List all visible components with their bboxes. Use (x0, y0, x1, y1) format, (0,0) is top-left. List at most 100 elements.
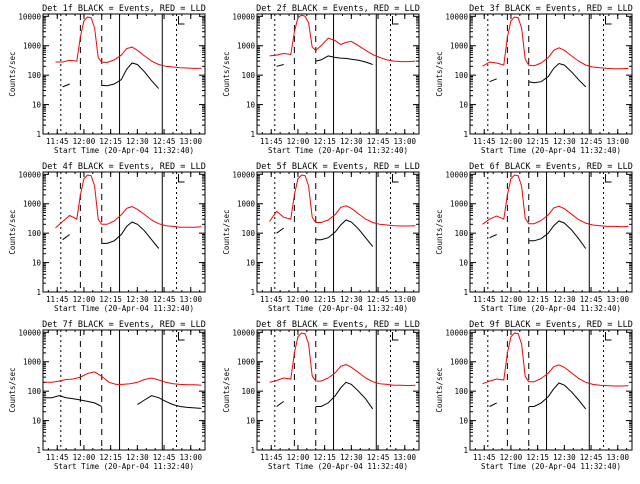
y-tick-label: 10000 (232, 328, 255, 337)
bracket-marker (605, 16, 612, 25)
y-tick-label: 100 (454, 229, 468, 238)
y-tick-label: 1000 (450, 200, 469, 209)
x-tick-label: 12:45 (580, 453, 603, 462)
series-line-events (44, 395, 202, 409)
x-tick-label: 12:45 (367, 137, 390, 146)
panel-det-6: Det 6f BLACK = Events, RED = LLD 1 10 100 10… (435, 162, 633, 313)
y-tick-label: 10 (246, 101, 256, 110)
plot-frame (469, 13, 633, 135)
y-tick-label: 1000 (237, 200, 256, 209)
x-axis-label: Start Time (20-Apr-04 11:32:40) (481, 462, 621, 471)
x-axis-label: Start Time (20-Apr-04 11:32:40) (54, 462, 194, 471)
x-tick-label: 12:30 (340, 453, 363, 462)
chart-title: Det 6f BLACK = Events, RED = LLD (469, 162, 633, 172)
y-tick-label: 1 (36, 130, 41, 139)
x-tick-label: 12:15 (313, 295, 336, 304)
y-tick-label: 1 (250, 130, 255, 139)
x-tick-label: 11:45 (46, 295, 69, 304)
bracket-marker (392, 174, 399, 183)
y-tick-label: 1000 (450, 358, 469, 367)
y-tick-label: 100 (241, 387, 255, 396)
y-tick-label: 1000 (450, 42, 469, 51)
y-tick-label: 1 (36, 446, 41, 455)
x-tick-label: 12:00 (73, 295, 96, 304)
plot-frame (42, 13, 206, 135)
y-axis-label: Counts/sec (435, 51, 444, 96)
x-tick-label: 11:45 (473, 453, 496, 462)
plot-frame (42, 329, 206, 451)
panel-det-5: Det 5f BLACK = Events, RED = LLD 1 10 100 10… (222, 162, 420, 313)
panel-det-8: Det 8f BLACK = Events, RED = LLD 1 10 100 10… (222, 320, 420, 471)
x-tick-label: 12:45 (367, 453, 390, 462)
x-tick-label: 11:45 (260, 453, 283, 462)
series-line-events (62, 221, 160, 249)
y-tick-label: 10 (32, 101, 42, 110)
panel-det-1: Det 1f BLACK = Events, RED = LLD 1 10 100 10… (8, 4, 206, 155)
y-tick-label: 1 (463, 288, 468, 297)
plot-frame (469, 171, 633, 293)
panel-det-4: Det 4f BLACK = Events, RED = LLD 1 10 100 10… (8, 162, 206, 313)
y-tick-label: 100 (27, 71, 41, 80)
y-axis-label: Counts/sec (8, 51, 17, 96)
bracket-marker (392, 16, 399, 25)
bracket-marker (392, 332, 399, 341)
y-tick-label: 100 (454, 387, 468, 396)
y-axis-label: Counts/sec (222, 367, 231, 412)
series-line-events (276, 381, 374, 410)
x-tick-label: 13:00 (393, 137, 416, 146)
x-tick-label: 12:30 (340, 137, 363, 146)
bracket-marker (605, 174, 612, 183)
x-tick-label: 12:15 (313, 137, 336, 146)
x-tick-label: 12:00 (287, 453, 310, 462)
series-line-lld (269, 174, 416, 227)
x-tick-label: 13:00 (606, 295, 629, 304)
y-tick-label: 1 (463, 130, 468, 139)
x-axis-label: Start Time (20-Apr-04 11:32:40) (481, 146, 621, 155)
x-tick-label: 12:30 (126, 137, 149, 146)
y-tick-label: 10000 (232, 12, 255, 21)
y-tick-label: 10 (32, 417, 42, 426)
x-tick-label: 12:45 (367, 295, 390, 304)
y-tick-label: 1 (463, 446, 468, 455)
x-tick-label: 12:15 (99, 295, 122, 304)
x-tick-label: 12:45 (153, 295, 176, 304)
x-tick-label: 12:30 (340, 295, 363, 304)
plot-frame (469, 329, 633, 451)
y-tick-label: 1000 (23, 358, 42, 367)
x-tick-label: 12:00 (500, 453, 523, 462)
y-tick-label: 10 (459, 417, 469, 426)
x-tick-label: 11:45 (46, 137, 69, 146)
series-line-lld (482, 16, 629, 70)
x-tick-label: 12:45 (153, 453, 176, 462)
y-tick-label: 10 (32, 259, 42, 268)
chart-title: Det 2f BLACK = Events, RED = LLD (256, 4, 420, 14)
chart-title: Det 3f BLACK = Events, RED = LLD (469, 4, 633, 14)
x-axis-label: Start Time (20-Apr-04 11:32:40) (54, 304, 194, 313)
y-axis-label: Counts/sec (8, 367, 17, 412)
bracket-marker (605, 332, 612, 341)
panel-det-2: Det 2f BLACK = Events, RED = LLD 1 10 100 10… (222, 4, 420, 155)
chart-title: Det 5f BLACK = Events, RED = LLD (256, 162, 420, 172)
y-axis-label: Counts/sec (435, 367, 444, 412)
series-line-events (276, 219, 374, 247)
x-axis-label: Start Time (20-Apr-04 11:32:40) (268, 304, 408, 313)
y-tick-label: 10000 (18, 328, 41, 337)
series-line-events (489, 62, 587, 88)
chart-title: Det 9f BLACK = Events, RED = LLD (469, 320, 633, 330)
plot-frame (256, 171, 420, 293)
x-tick-label: 12:45 (580, 137, 603, 146)
x-tick-label: 12:15 (526, 137, 549, 146)
y-tick-label: 10000 (445, 328, 468, 337)
x-tick-label: 12:30 (553, 137, 576, 146)
x-tick-label: 11:45 (46, 453, 69, 462)
plot-frame (42, 171, 206, 293)
chart-title: Det 4f BLACK = Events, RED = LLD (42, 162, 206, 172)
x-tick-label: 12:30 (553, 453, 576, 462)
x-tick-label: 11:45 (473, 295, 496, 304)
chart-title: Det 1f BLACK = Events, RED = LLD (42, 4, 206, 14)
series-line-lld (55, 174, 202, 229)
panel-det-9: Det 9f BLACK = Events, RED = LLD 1 10 100 10… (435, 320, 633, 471)
x-tick-label: 12:00 (500, 295, 523, 304)
y-tick-label: 10 (246, 259, 256, 268)
x-tick-label: 12:00 (73, 137, 96, 146)
